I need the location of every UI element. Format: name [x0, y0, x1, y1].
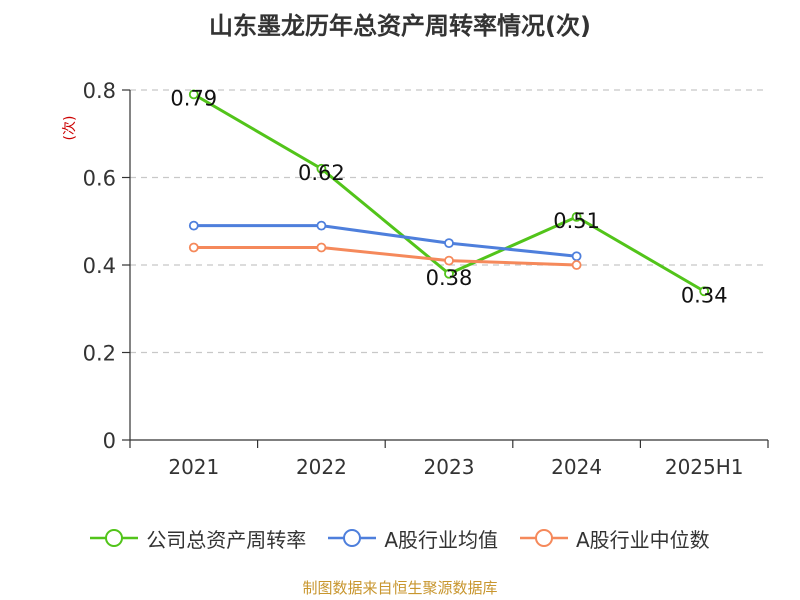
data-point	[699, 286, 710, 297]
data-point	[316, 163, 327, 174]
data-point	[444, 268, 454, 279]
legend-item-3[interactable]: A股行业中位数	[520, 524, 710, 553]
data-point	[188, 220, 199, 231]
data-point	[316, 220, 327, 231]
data-label: 0.34	[681, 283, 728, 307]
x-tick-label: 2023	[424, 455, 475, 479]
legend-item-2[interactable]: A股行业均值	[328, 524, 498, 553]
y-tick-label: 0	[103, 429, 116, 453]
y-tick-label: 0.8	[83, 79, 116, 103]
legend-line-circle-icon	[90, 529, 139, 547]
data-point	[444, 238, 454, 249]
data-label: 0.38	[426, 266, 473, 290]
legend-label: 公司总资产周转率	[146, 527, 307, 552]
x-tick-label: 2024	[551, 455, 602, 479]
source-note: 制图数据来自恒生聚源数据库	[302, 579, 498, 597]
axes: 0 0.2 0.4 0.6 0.8 2021 2022 2023 2024 2025H1	[83, 79, 769, 479]
data-labels: 0.79 0.62 0.38 0.51 0.34	[170, 86, 727, 307]
x-tick-label: 2022	[296, 455, 347, 479]
grid-lines	[130, 89, 768, 354]
data-point	[571, 251, 582, 262]
data-point	[188, 89, 199, 100]
data-point	[571, 260, 582, 270]
data-point	[316, 242, 327, 253]
y-axis-label: (次)	[62, 116, 78, 141]
chart-title: 山东墨龙历年总资产周转率情况(次)	[209, 12, 591, 40]
x-tick-label: 2021	[168, 455, 219, 479]
y-tick-label: 0.4	[83, 254, 116, 278]
x-tick-label: 2025H1	[665, 455, 744, 479]
legend-label: A股行业均值	[384, 527, 498, 552]
legend-line-circle-icon	[328, 529, 377, 547]
series-lines	[188, 89, 710, 297]
data-label: 0.79	[170, 86, 217, 110]
legend-item-1[interactable]: 公司总资产周转率	[90, 524, 306, 553]
legend-label: A股行业中位数	[576, 527, 710, 552]
data-point	[444, 255, 454, 266]
data-label: 0.62	[298, 161, 345, 185]
series-line-3	[193, 246, 577, 267]
legend-line-circle-icon	[520, 529, 568, 547]
data-point	[188, 242, 199, 253]
y-tick-label: 0.6	[83, 167, 116, 191]
y-tick-label: 0.2	[83, 342, 116, 366]
data-point	[571, 211, 582, 222]
series-line-2	[193, 224, 577, 258]
data-label: 0.51	[553, 209, 600, 233]
legend: 公司总资产周转率 A股行业均值 A股行业中位数	[0, 520, 800, 556]
